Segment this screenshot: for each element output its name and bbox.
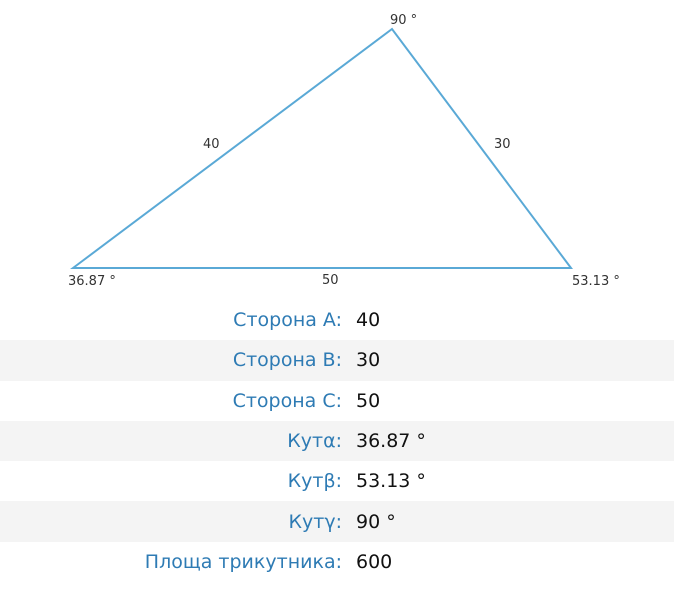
result-label: Кутβ: [287, 470, 342, 493]
left-angle-label: 36.87 ° [68, 274, 116, 289]
result-value: 53.13 ° [356, 470, 426, 493]
bottom-side-label: 50 [322, 273, 339, 288]
result-row-area: Площа трикутника: 600 [0, 542, 674, 582]
result-value: 30 [356, 349, 381, 372]
right-angle-label: 53.13 ° [572, 274, 620, 289]
result-value: 40 [356, 309, 381, 332]
result-label: Кутγ: [288, 510, 342, 533]
right-side-label: 30 [494, 137, 511, 152]
left-side-label: 40 [203, 137, 220, 152]
triangle-shape [69, 27, 573, 269]
result-label: Сторона A: [233, 309, 342, 332]
result-row-side-a: Сторона A: 40 [0, 300, 674, 340]
result-value: 50 [356, 389, 381, 412]
result-row-angle-alpha: Кутα: 36.87 ° [0, 420, 674, 462]
result-value: 36.87 ° [356, 430, 426, 453]
result-label: Сторона C: [232, 389, 342, 412]
result-row-angle-gamma: Кутγ: 90 ° [0, 501, 674, 542]
results-table: Сторона A: 40 Сторона B: 30 Сторона C: 5… [0, 300, 674, 582]
result-value: 600 [356, 550, 393, 573]
result-row-side-b: Сторона B: 30 [0, 340, 674, 381]
result-label: Сторона B: [232, 349, 342, 372]
result-row-side-c: Сторона C: 50 [0, 381, 674, 421]
triangle-diagram: 90 ° 40 30 50 36.87 ° 53.13 ° [68, 13, 620, 289]
result-value: 90 ° [356, 510, 396, 533]
result-row-angle-beta: Кутβ: 53.13 ° [0, 461, 674, 501]
top-angle-label: 90 ° [390, 13, 417, 28]
result-label: Кутα: [287, 430, 342, 453]
result-label: Площа трикутника: [144, 550, 342, 573]
